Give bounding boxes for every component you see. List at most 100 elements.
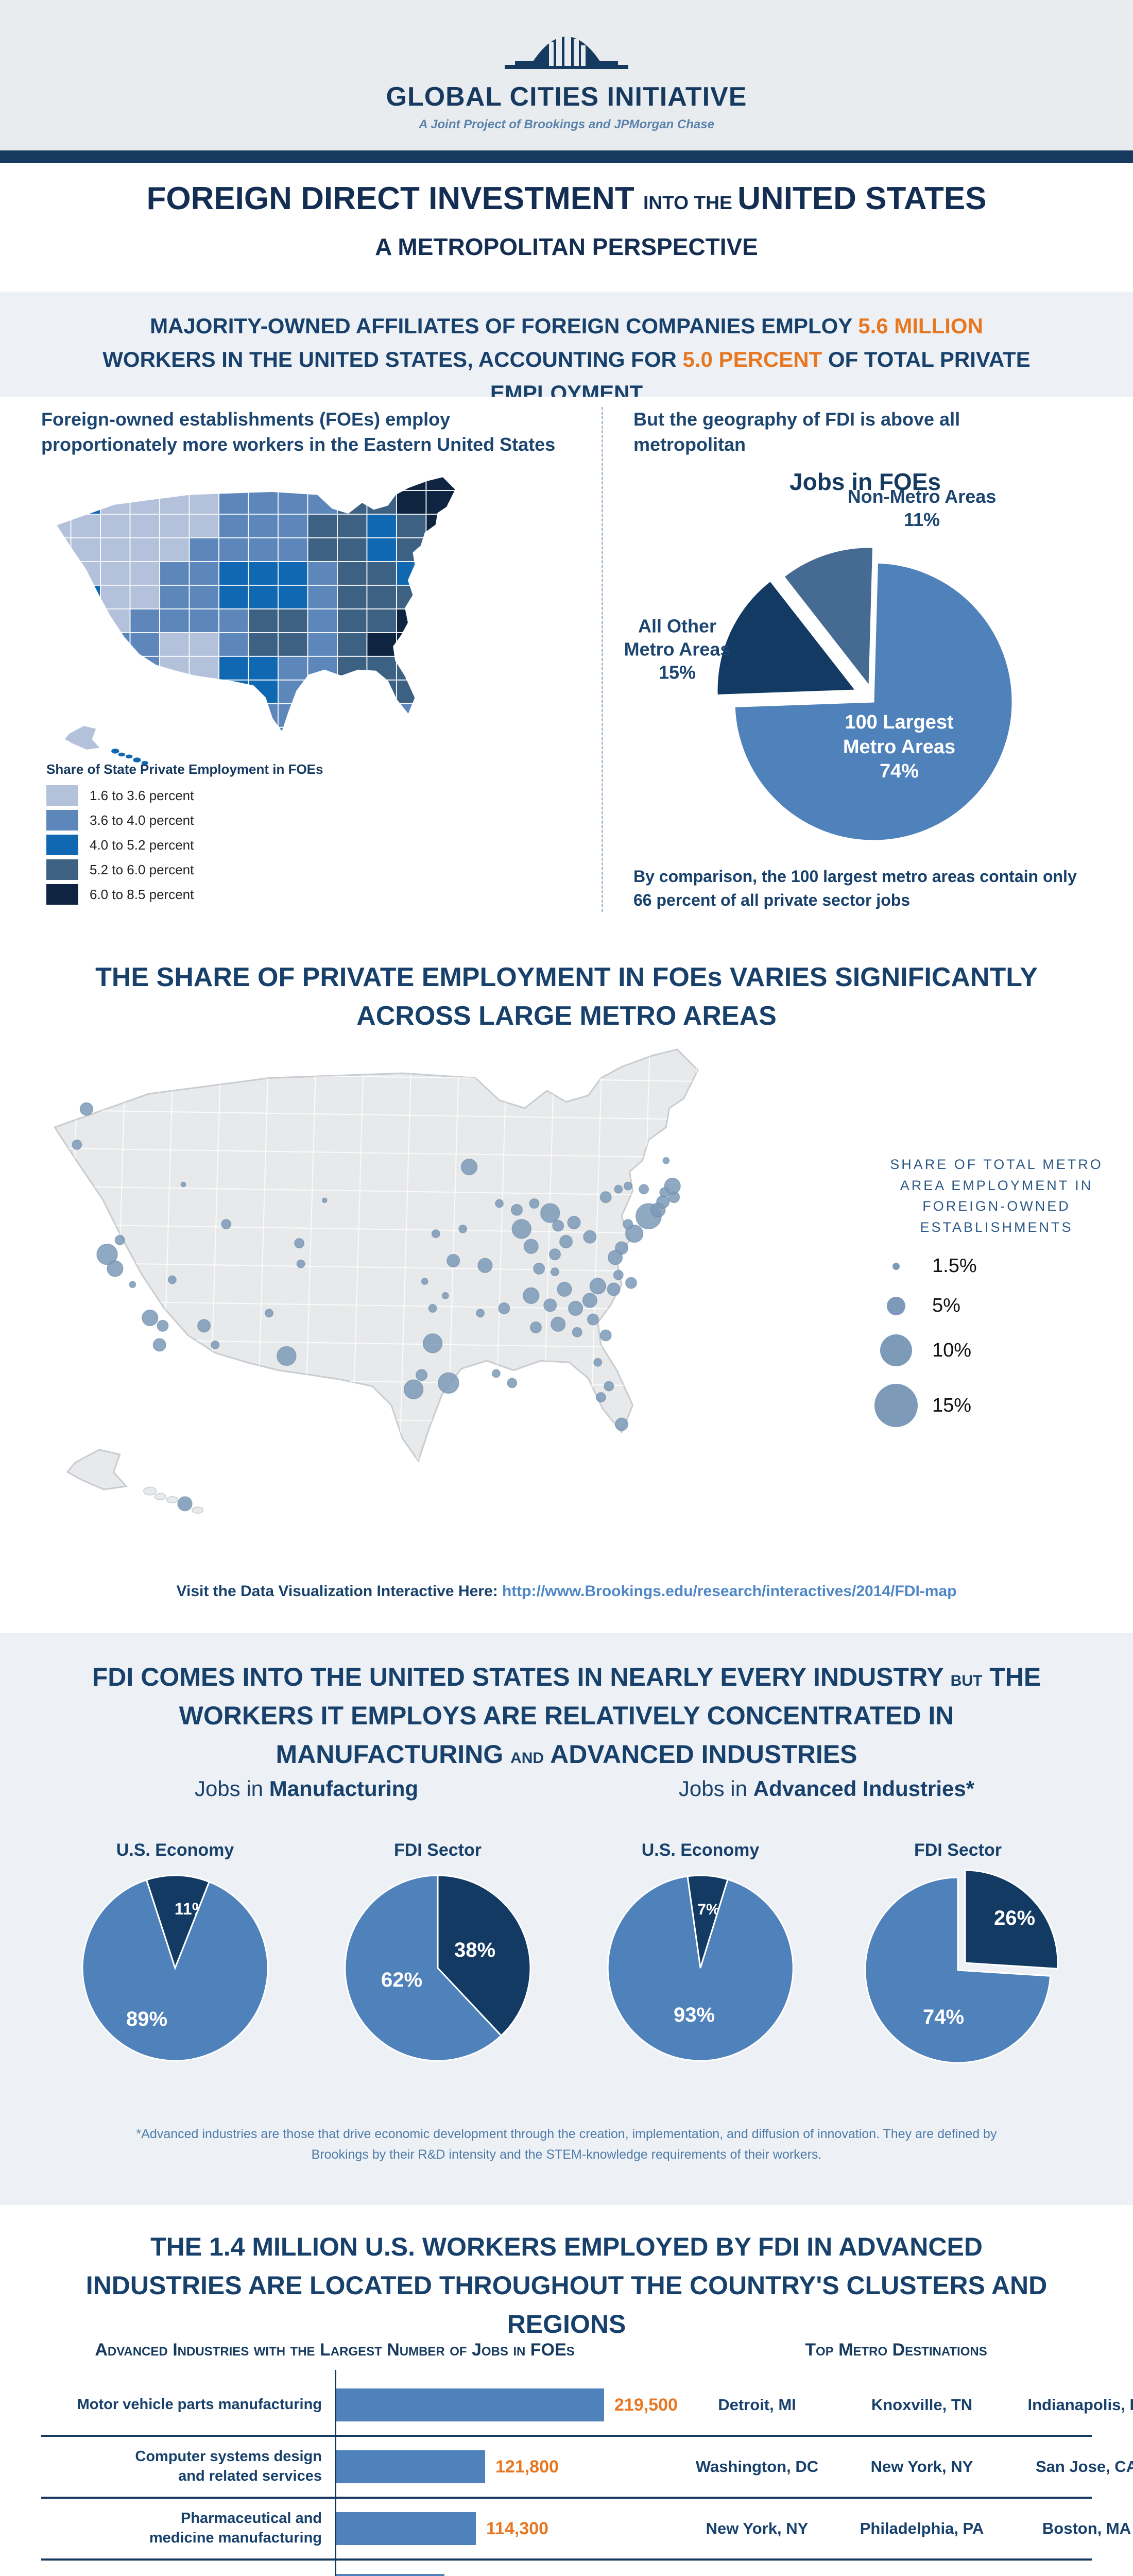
metro-bubble	[152, 1338, 166, 1352]
metro-bubble	[639, 1184, 649, 1195]
jobs-table-rows: Motor vehicle parts manufacturing 219,500…	[41, 2375, 1133, 2576]
legend-item: 6.0 to 8.5 percent	[46, 882, 194, 907]
metro-bubble	[107, 1260, 124, 1277]
label-largest-metro: 100 Largest Metro Areas 74%	[843, 711, 956, 782]
metro-bubble	[441, 1292, 449, 1299]
header: GLOBAL CITIES INITIATIVE A Joint Project…	[0, 0, 1133, 150]
bubble-legend-item: 5%	[876, 1295, 1118, 1317]
choropleth-intro: Foreign-owned establishments (FOEs) empl…	[41, 409, 556, 455]
metro-bubble	[607, 1282, 621, 1296]
metro-bubble	[593, 1358, 603, 1367]
metro-bubble	[623, 1219, 633, 1230]
metro-bubble	[177, 1496, 193, 1512]
header-title: GLOBAL CITIES INITIATIVE	[386, 82, 747, 112]
legend-item: 5.2 to 6.0 percent	[46, 857, 194, 882]
metro-bubble	[114, 1234, 125, 1245]
metro-bubble	[438, 1372, 459, 1394]
legend-label: 6.0 to 8.5 percent	[90, 886, 194, 902]
table-row: Pharmaceutical and medicine manufacturin…	[41, 2497, 1131, 2558]
metro-bubble	[511, 1219, 532, 1239]
metro-bubble	[589, 1278, 606, 1295]
capitol-dome-icon	[505, 29, 628, 69]
svg-text:38%: 38%	[454, 1939, 495, 1961]
pie-column-label: FDI Sector	[914, 1840, 1002, 1860]
metro-bubble	[265, 1309, 273, 1318]
bubble-legend-item: 15%	[874, 1384, 1118, 1427]
metro-bubble	[551, 1267, 559, 1277]
destination-metro: Washington, DC	[695, 2458, 819, 2476]
metro-bubble	[458, 1224, 468, 1233]
destination-metro: Portland, OR	[842, 2561, 1002, 2576]
metro-bubble	[498, 1302, 510, 1315]
metro-bubble	[79, 1102, 94, 1116]
metro-bubble	[552, 1219, 564, 1232]
legend-label: 5.2 to 6.0 percent	[90, 861, 194, 877]
table-header-destinations: Top Metro Destinations	[805, 2340, 987, 2360]
metro-bubble	[523, 1239, 539, 1254]
pie-slice	[716, 580, 857, 696]
metro-bubble	[142, 1309, 159, 1327]
metro-bubble	[403, 1379, 424, 1400]
industry-pie: 11% 89%	[71, 1864, 279, 2075]
metro-bubble	[568, 1300, 583, 1316]
metro-bubble	[296, 1259, 305, 1268]
foes-pie-title: Jobs in FOEs	[789, 468, 941, 495]
metro-bubble	[129, 1281, 136, 1289]
column-divider	[602, 407, 603, 912]
metro-bubble	[557, 1281, 572, 1297]
bubble-legend-value: 15%	[932, 1394, 972, 1416]
metro-bubble	[623, 1181, 632, 1191]
destination-metro: Toledo, OH	[1007, 2561, 1133, 2576]
metro-bubble	[529, 1321, 542, 1334]
metro-bubble	[548, 1248, 561, 1261]
pie-column-label: U.S. Economy	[116, 1840, 234, 1860]
jobs-in-foes-pie	[711, 541, 1020, 853]
metro-bubble	[540, 1203, 560, 1223]
table-row: Motor vehicle manufacturing 88,700 Detroit…	[41, 2558, 1092, 2576]
header-subtitle: A Joint Project of Brookings and JPMorga…	[419, 117, 714, 131]
metro-bubble	[294, 1238, 305, 1249]
jobs-table-section: THE 1.4 MILLION U.S. WORKERS EMPLOYED BY…	[0, 2205, 1133, 2576]
metro-bubble	[415, 1369, 428, 1381]
bubble-legend-value: 10%	[932, 1339, 972, 1361]
choropleth-legend-title: Share of State Private Employment in FOE…	[46, 761, 323, 777]
metro-bubble	[447, 1253, 460, 1268]
industries-title: FDI COMES INTO THE UNITED STATES IN NEAR…	[92, 1663, 1041, 1769]
bubble-legend-item: 10%	[876, 1334, 1118, 1366]
jobs-table-title: THE 1.4 MILLION U.S. WORKERS EMPLOYED BY…	[85, 2232, 1048, 2338]
metro-bubble	[662, 1157, 670, 1164]
metro-bubble	[599, 1329, 612, 1342]
metro-bubble	[322, 1197, 328, 1204]
bubble-section-title: THE SHARE OF PRIVATE EMPLOYMENT IN FOEs …	[95, 962, 1038, 1031]
destination-metro: Boston, MA	[1042, 2519, 1131, 2537]
metro-bubble	[543, 1298, 557, 1312]
metro-bubble	[567, 1215, 581, 1230]
industry-label: Pharmaceutical and medicine manufacturin…	[149, 2510, 322, 2546]
bubble-legend-item: 1.5%	[876, 1255, 1118, 1277]
legend-item: 4.0 to 5.2 percent	[46, 833, 194, 857]
interactive-link-line[interactable]: Visit the Data Visualization Interactive…	[176, 1583, 957, 1600]
stat-text: MAJORITY-OWNED AFFILIATES OF FOREIGN COM…	[102, 314, 1031, 405]
svg-text:26%: 26%	[994, 1907, 1035, 1929]
label-other-metro: All Other Metro Areas 15%	[624, 615, 731, 683]
metro-bubble	[572, 1327, 582, 1337]
metro-bubble	[625, 1277, 638, 1289]
bubble-legend-circle	[874, 1384, 918, 1427]
destination-metro: Philadelphia, PA	[860, 2519, 984, 2537]
bubble-legend-value: 1.5%	[932, 1255, 977, 1277]
metro-bubble	[582, 1293, 597, 1308]
metro-bubble	[211, 1340, 220, 1349]
jobs-bar	[336, 2388, 604, 2421]
destination-metro: Detroit, MI	[718, 2396, 796, 2414]
industry-pie: 26% 74%	[852, 1864, 1064, 2079]
legend-swatch	[46, 785, 78, 806]
metro-bubble	[583, 1230, 597, 1244]
jobs-value: 88,700	[455, 2561, 508, 2576]
jobs-bar	[336, 2512, 476, 2545]
industry-label: Motor vehicle manufacturing	[41, 2561, 322, 2576]
jobs-value: 219,500	[614, 2395, 678, 2415]
metro-bubble	[523, 1287, 540, 1304]
metro-bubble	[491, 1369, 501, 1378]
label-non-metro: Non-Metro Areas 11%	[847, 486, 997, 530]
